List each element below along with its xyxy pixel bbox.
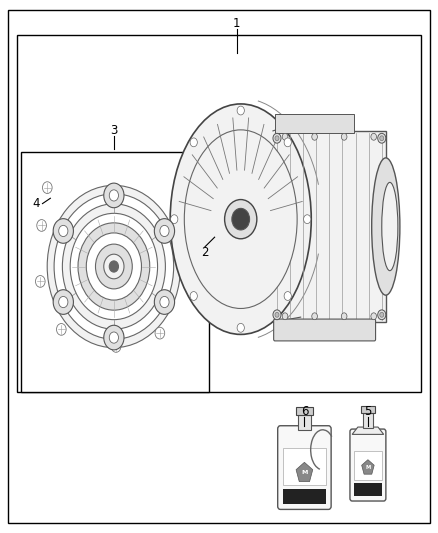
Bar (361, 406, 375, 413)
Circle shape (284, 292, 291, 301)
Ellipse shape (184, 130, 297, 309)
Circle shape (284, 138, 291, 147)
Circle shape (225, 199, 257, 239)
Circle shape (37, 220, 46, 231)
Polygon shape (296, 462, 313, 482)
Circle shape (304, 215, 311, 223)
Circle shape (78, 223, 150, 310)
Circle shape (104, 325, 124, 350)
Circle shape (59, 225, 68, 237)
Circle shape (312, 313, 318, 320)
Circle shape (237, 324, 244, 332)
Bar (296, 407, 313, 415)
Circle shape (57, 324, 66, 335)
Text: M: M (301, 471, 307, 475)
Circle shape (275, 312, 279, 317)
Bar (17, 35, 421, 392)
Text: 1: 1 (233, 18, 240, 30)
Circle shape (53, 290, 74, 314)
Ellipse shape (372, 158, 400, 295)
Circle shape (110, 261, 118, 272)
Circle shape (275, 136, 279, 141)
Circle shape (62, 204, 166, 329)
Circle shape (59, 296, 68, 308)
Circle shape (341, 313, 347, 320)
Circle shape (378, 133, 386, 143)
Text: 4: 4 (32, 197, 40, 210)
Circle shape (160, 296, 169, 308)
Bar (273, 131, 386, 322)
Circle shape (70, 213, 158, 320)
Ellipse shape (170, 104, 311, 334)
Circle shape (273, 133, 281, 143)
Text: 6: 6 (300, 405, 308, 418)
Circle shape (312, 133, 318, 140)
Circle shape (154, 290, 175, 314)
Bar (354, 451, 382, 480)
Circle shape (154, 219, 175, 243)
Bar (283, 489, 325, 504)
FancyBboxPatch shape (350, 429, 386, 501)
Circle shape (104, 254, 124, 279)
Text: 2: 2 (201, 246, 209, 259)
Circle shape (155, 327, 165, 339)
Circle shape (237, 106, 244, 115)
Polygon shape (352, 427, 384, 434)
Circle shape (110, 332, 118, 343)
Bar (275, 114, 354, 133)
Circle shape (371, 133, 377, 140)
Circle shape (171, 215, 178, 223)
Text: M: M (365, 465, 371, 470)
Circle shape (54, 193, 173, 340)
Circle shape (104, 183, 124, 208)
Bar (298, 415, 311, 430)
Circle shape (371, 313, 377, 320)
Circle shape (42, 182, 52, 193)
Polygon shape (362, 459, 374, 474)
Circle shape (282, 313, 288, 320)
Circle shape (35, 276, 45, 287)
Circle shape (95, 244, 132, 289)
Circle shape (380, 136, 384, 141)
Circle shape (282, 133, 288, 140)
Circle shape (190, 292, 198, 301)
Text: 5: 5 (364, 405, 371, 418)
Circle shape (378, 310, 386, 320)
Circle shape (86, 233, 141, 300)
Circle shape (232, 208, 250, 230)
Ellipse shape (382, 182, 398, 271)
Circle shape (160, 225, 169, 237)
Circle shape (190, 138, 198, 147)
Bar (354, 483, 382, 496)
Circle shape (273, 310, 281, 320)
Bar (283, 448, 325, 486)
FancyBboxPatch shape (274, 319, 375, 341)
Text: 3: 3 (110, 124, 117, 137)
FancyBboxPatch shape (278, 426, 331, 510)
Circle shape (380, 312, 384, 317)
Circle shape (111, 341, 121, 352)
Circle shape (53, 219, 74, 243)
Circle shape (47, 185, 180, 348)
Bar (21, 152, 209, 392)
Bar (363, 413, 373, 427)
Circle shape (341, 133, 347, 140)
Circle shape (110, 190, 118, 201)
